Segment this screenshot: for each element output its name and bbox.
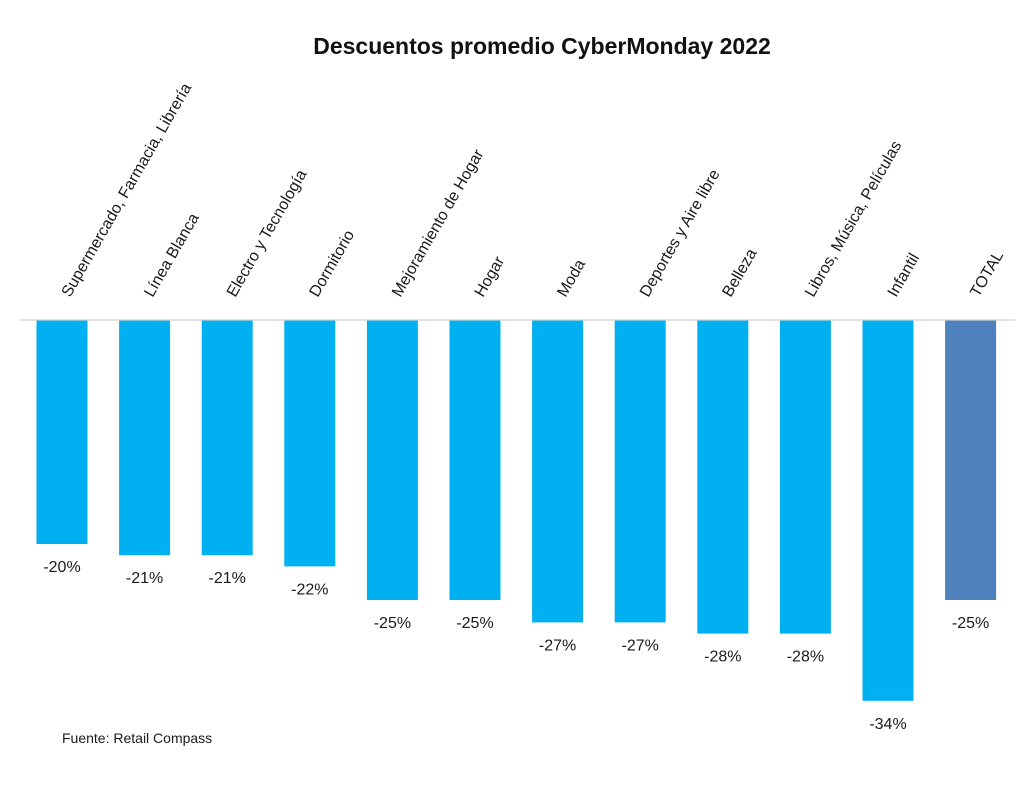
- bar: [779, 320, 831, 634]
- data-label: -21%: [126, 570, 163, 587]
- category-label: Electro y Tecnología: [224, 167, 311, 300]
- data-label: -21%: [209, 570, 246, 587]
- category-label: Mejoramiento de Hogar: [389, 146, 488, 300]
- bar: [119, 320, 171, 556]
- data-label: -25%: [456, 615, 493, 632]
- bar: [201, 320, 253, 556]
- data-label: -28%: [787, 649, 824, 666]
- data-label: -22%: [291, 581, 328, 598]
- bar: [697, 320, 749, 634]
- data-label: -34%: [869, 716, 906, 733]
- category-label: Deportes y Aire libre: [637, 167, 724, 300]
- bar: [36, 320, 88, 544]
- data-label: -27%: [539, 637, 576, 654]
- data-label: -25%: [952, 615, 989, 632]
- data-label: -27%: [622, 637, 659, 654]
- bar: [532, 320, 584, 623]
- data-label: -28%: [704, 649, 741, 666]
- bars-layer: [36, 320, 997, 701]
- category-label: Dormitorio: [307, 228, 359, 300]
- bar: [614, 320, 666, 623]
- source-note: Fuente: Retail Compass: [62, 730, 212, 746]
- category-label: Libros, Música, Películas: [802, 138, 905, 300]
- chart-title: Descuentos promedio CyberMonday 2022: [313, 33, 771, 59]
- total-bar: [945, 320, 997, 600]
- category-label: Línea Blanca: [141, 211, 202, 300]
- bar: [449, 320, 501, 600]
- bar: [862, 320, 914, 701]
- bar: [284, 320, 336, 567]
- category-label: TOTAL: [967, 248, 1007, 300]
- category-label: Belleza: [720, 246, 761, 300]
- category-label: Infantil: [885, 251, 923, 300]
- category-label: Hogar: [472, 253, 509, 300]
- data-label: -25%: [374, 615, 411, 632]
- category-label: Moda: [554, 257, 589, 300]
- bar: [366, 320, 418, 600]
- data-label: -20%: [43, 559, 80, 576]
- data-labels: -20% -21% -21% -22% -25% -25% -27% -27% -28% -28%…: [43, 559, 989, 733]
